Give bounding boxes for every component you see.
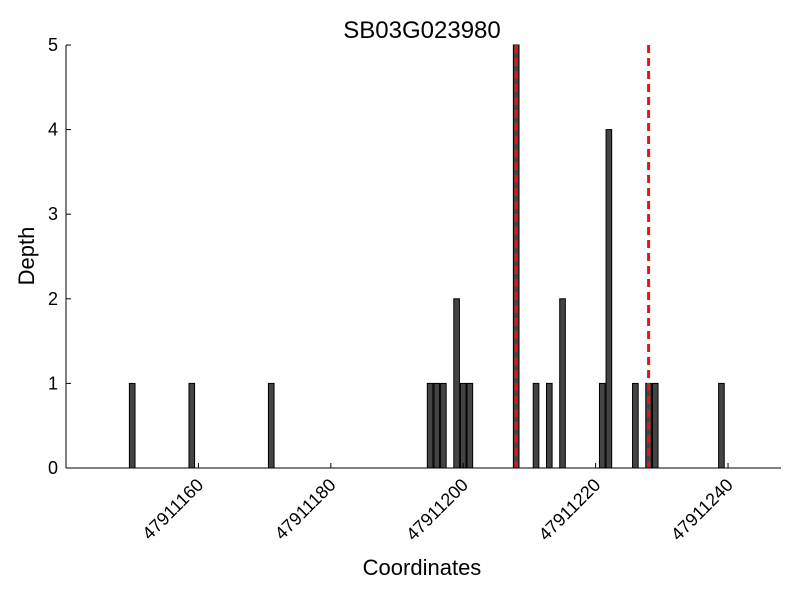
depth-bar — [267, 382, 275, 469]
depth-bar — [128, 382, 136, 469]
depth-bar — [598, 382, 606, 469]
depth-bar — [188, 382, 196, 469]
x-tick-label: 47911200 — [402, 475, 472, 545]
depth-bar — [459, 382, 467, 469]
y-tick-label: 4 — [48, 120, 58, 140]
y-tick-label: 1 — [48, 373, 58, 393]
y-tick-label: 0 — [48, 458, 58, 478]
y-axis-label: Depth — [14, 227, 39, 286]
x-tick-label: 47911240 — [667, 475, 737, 545]
reference-lines-group — [514, 45, 651, 468]
depth-bar — [532, 382, 540, 469]
y-ticks-group: 0 1 2 3 4 5 — [48, 35, 71, 478]
depth-bar — [545, 382, 553, 469]
y-tick-label: 2 — [48, 289, 58, 309]
y-tick-label: 3 — [48, 204, 58, 224]
depth-bar — [426, 382, 434, 469]
depth-bar — [651, 382, 659, 469]
bars-group — [128, 44, 725, 469]
depth-bar — [559, 298, 566, 469]
depth-bar — [632, 382, 639, 469]
chart-title: SB03G023980 — [343, 17, 500, 44]
depth-bar — [605, 129, 613, 469]
depth-bar — [453, 298, 460, 469]
y-tick-label: 5 — [48, 35, 58, 55]
depth-bar — [440, 382, 447, 469]
axes-group — [65, 45, 781, 469]
x-tick-label: 47911180 — [271, 475, 340, 544]
depth-bar — [718, 382, 725, 469]
x-ticks-group: 47911160 47911180 47911200 47911220 47911240 — [138, 463, 737, 545]
x-tick-label: 47911220 — [535, 475, 605, 545]
depth-bar — [433, 382, 441, 469]
x-tick-label: 47911160 — [138, 475, 207, 544]
x-axis-label: Coordinates — [363, 555, 482, 580]
depth-bar — [466, 382, 474, 469]
